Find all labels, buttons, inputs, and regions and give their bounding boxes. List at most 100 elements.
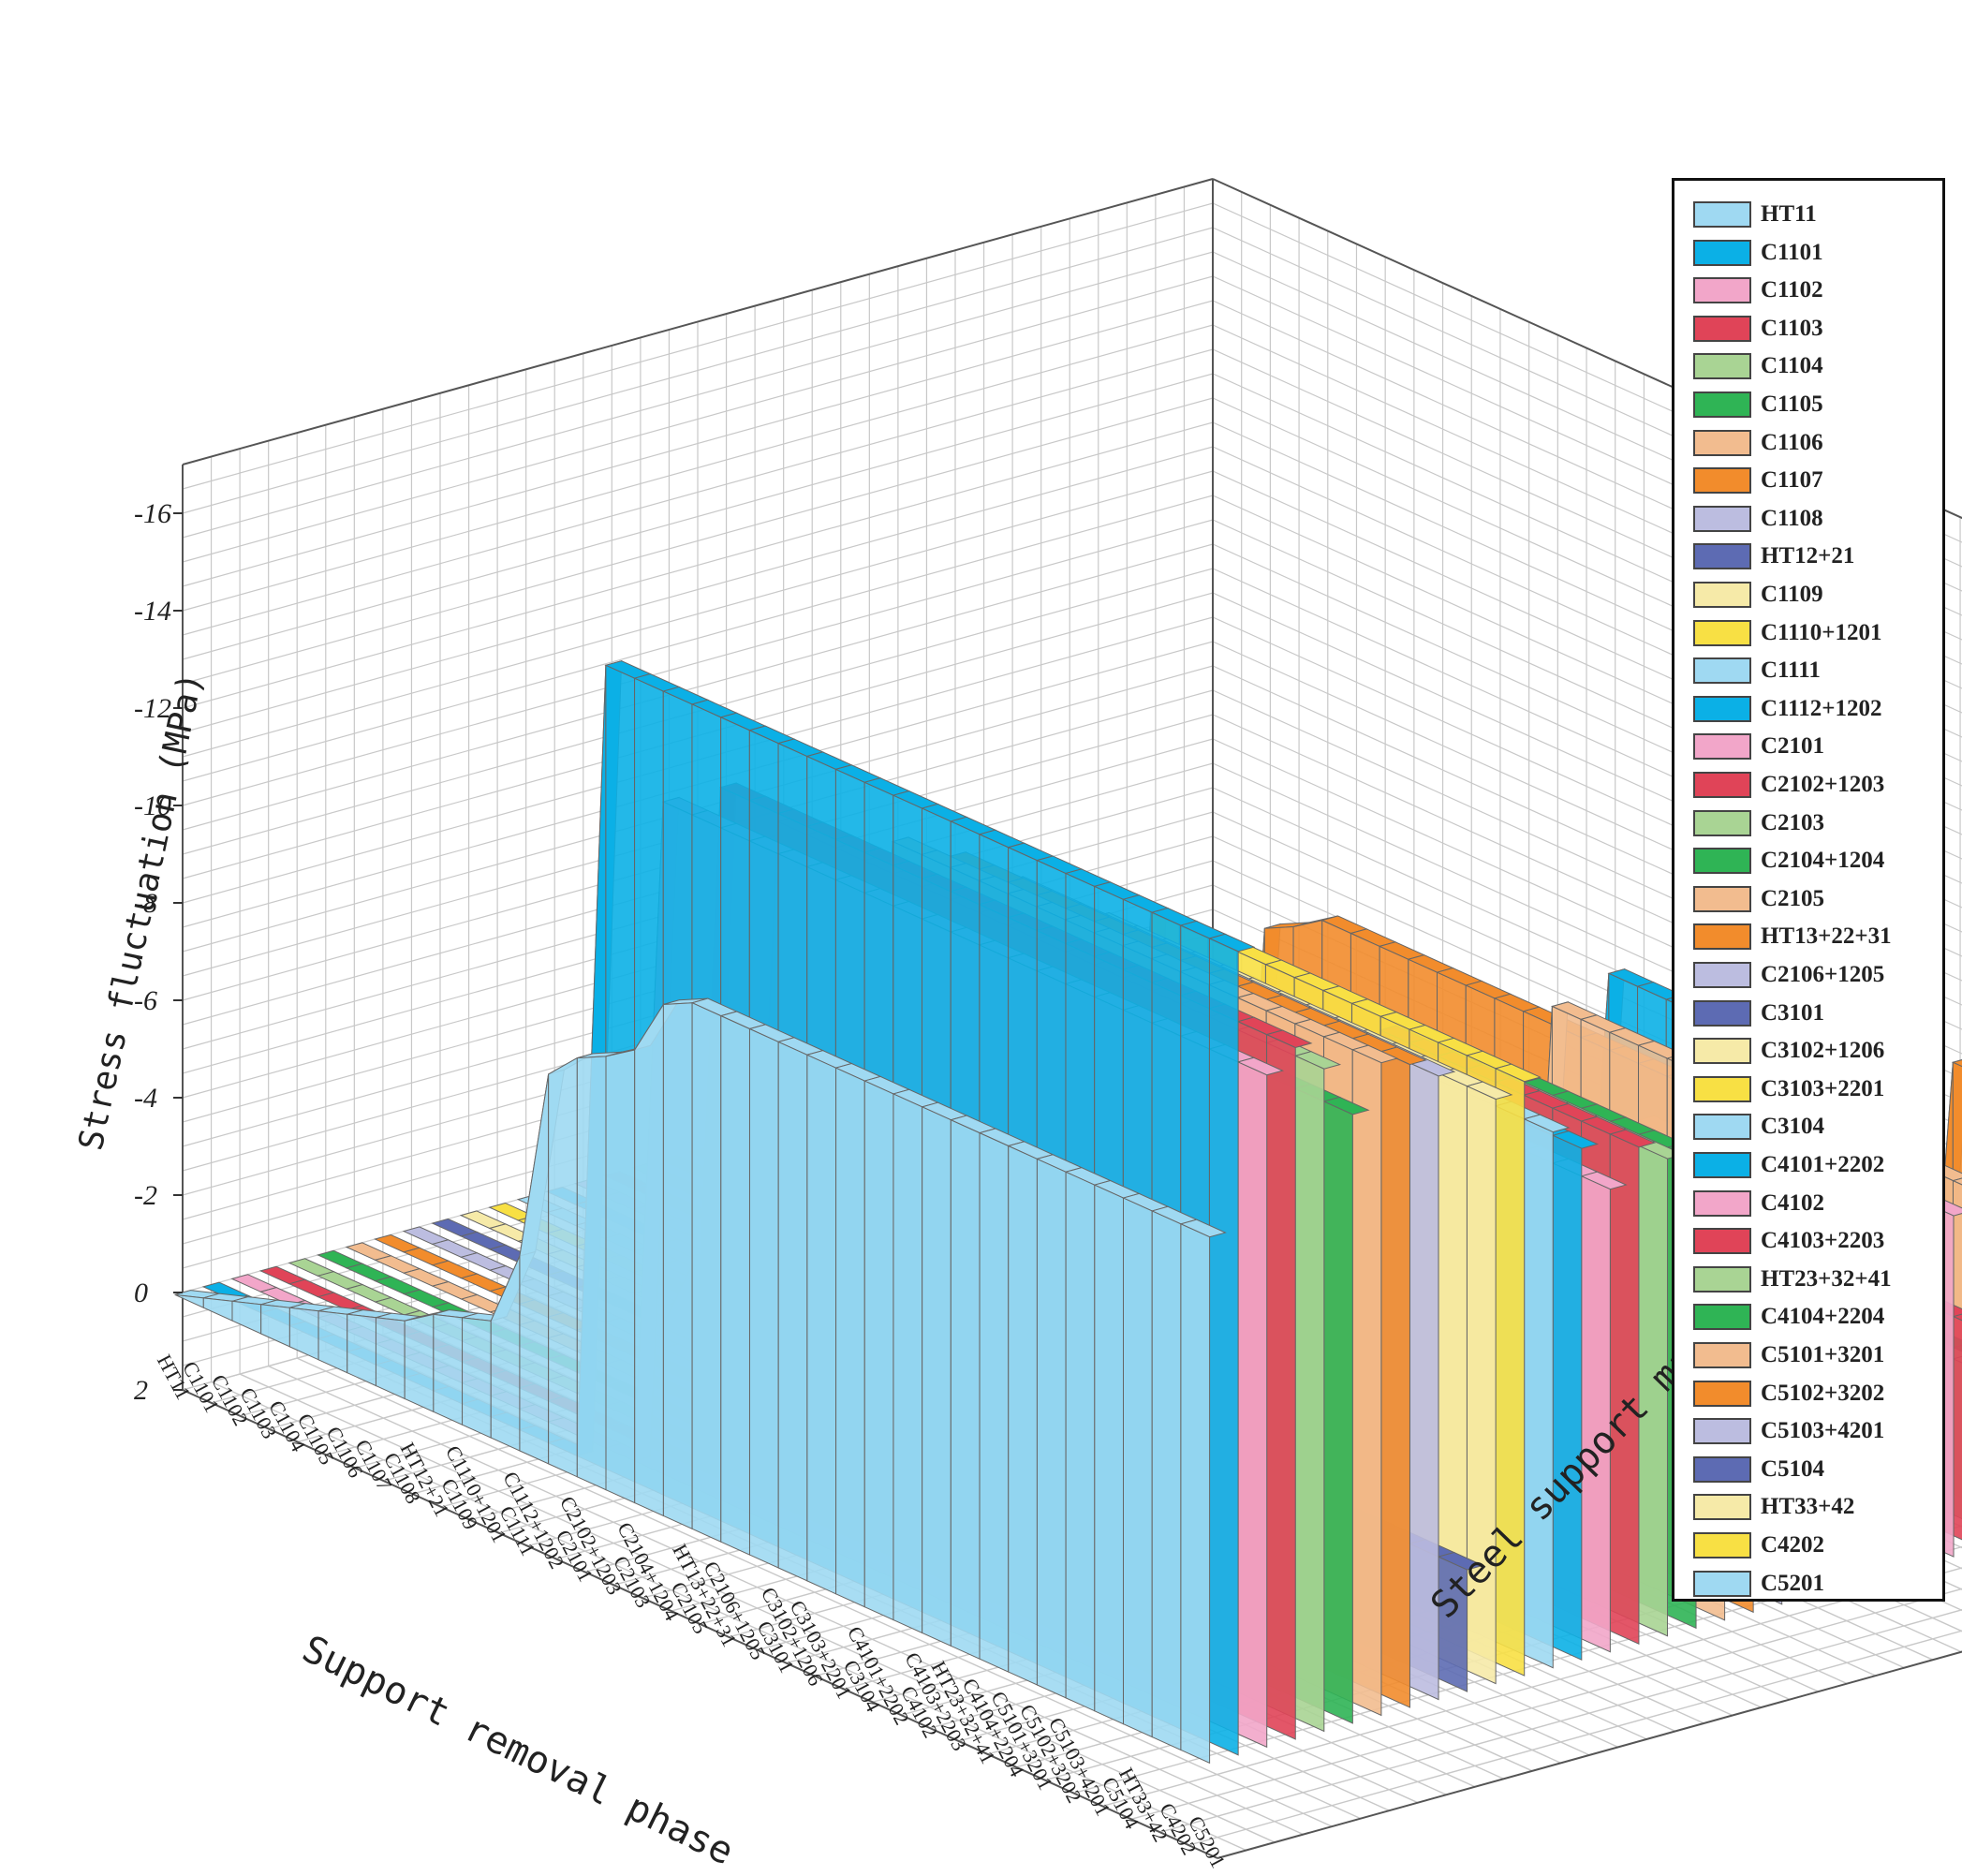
legend-item: C4202 [1693, 1527, 1824, 1564]
legend-label: HT12+21 [1761, 543, 1855, 569]
ribbon-side-segment [1266, 1033, 1296, 1740]
legend-label: HT23+32+41 [1761, 1265, 1892, 1292]
legend-item: C2105 [1693, 880, 1824, 918]
legend-swatch [1693, 1455, 1751, 1483]
ribbon-side-segment [662, 1002, 693, 1530]
ribbon-side-segment [548, 1056, 578, 1478]
ribbon-side-segment [922, 1106, 951, 1647]
legend-swatch [1693, 962, 1751, 988]
ribbon-side-segment [979, 1131, 1010, 1673]
ribbon-side-segment [317, 1310, 348, 1374]
z-tick-label: 2 [134, 1375, 148, 1406]
legend-item: HT11 [1693, 196, 1817, 233]
legend-item: C4102 [1693, 1185, 1824, 1222]
legend-swatch [1693, 239, 1751, 266]
legend-label: C4101+2202 [1761, 1152, 1885, 1177]
legend-item: HT33+42 [1693, 1488, 1854, 1526]
ribbon-side-segment [1237, 1061, 1268, 1749]
legend-item: C2104+1204 [1693, 842, 1884, 879]
ribbon-side-segment [892, 1093, 923, 1634]
legend-swatch [1693, 809, 1751, 836]
legend-item: HT23+32+41 [1693, 1261, 1892, 1298]
z-tick-label: -14 [134, 596, 171, 627]
legend: HT11 C1101 C1102 C1103 C1104 C1105 C1106 C1107 C… [1672, 178, 1945, 1602]
ribbon-side-segment [1380, 1050, 1410, 1708]
ribbon-side-segment [375, 1317, 406, 1400]
legend-item: C1105 [1693, 386, 1823, 423]
legend-swatch [1693, 923, 1751, 951]
legend-swatch [1693, 1189, 1751, 1217]
ribbon-side-segment [576, 1056, 607, 1491]
floor-grid-line [268, 1365, 1304, 1836]
z-axis-title: Stress fluctuation (MPa) [72, 670, 211, 1154]
legend-label: C2105 [1761, 885, 1825, 911]
legend-label: C5104 [1761, 1455, 1825, 1482]
legend-swatch [1693, 1570, 1751, 1597]
legend-swatch [1693, 1114, 1751, 1141]
legend-item: C1112+1202 [1693, 690, 1882, 728]
ribbon-side-segment [605, 1049, 636, 1504]
legend-item: C4104+2204 [1693, 1298, 1884, 1336]
legend-swatch [1693, 1152, 1751, 1178]
legend-swatch [1693, 1265, 1751, 1293]
z-tick-label: 0 [134, 1278, 148, 1308]
legend-item: C1102 [1693, 272, 1823, 309]
legend-label: C1108 [1761, 505, 1823, 531]
legend-label: C4102 [1761, 1189, 1825, 1216]
legend-swatch [1693, 1532, 1751, 1558]
legend-item: C2101 [1693, 728, 1824, 765]
legend-swatch [1693, 885, 1751, 912]
legend-label: C4103+2203 [1761, 1228, 1885, 1254]
ribbon-side-segment [260, 1304, 290, 1348]
ribbon-side-segment [950, 1118, 981, 1660]
legend-item: C1101 [1693, 234, 1823, 272]
legend-label: C4104+2204 [1761, 1304, 1885, 1330]
legend-item: C1106 [1693, 424, 1823, 462]
legend-label: C1104 [1761, 353, 1823, 379]
legend-swatch [1693, 505, 1751, 532]
legend-label: C1111 [1761, 657, 1821, 684]
z-tick-label: -8 [134, 888, 157, 919]
legend-item: C1110+1201 [1693, 614, 1882, 652]
ribbon-side-segment [777, 1041, 808, 1582]
legend-item: HT13+22+31 [1693, 918, 1892, 955]
legend-item: C5101+3201 [1693, 1337, 1884, 1374]
legend-label: C5103+4201 [1761, 1418, 1885, 1444]
ribbon-side-segment [720, 1014, 750, 1556]
ribbon-side-segment [1123, 1197, 1153, 1738]
legend-item: C3103+2201 [1693, 1071, 1884, 1108]
ribbon-side-segment [1953, 1315, 1962, 1541]
legend-item: C1108 [1693, 500, 1823, 538]
legend-swatch [1693, 543, 1751, 570]
ribbon-side-segment [1094, 1184, 1125, 1725]
legend-item: C3101 [1693, 995, 1824, 1032]
legend-item: C5102+3202 [1693, 1375, 1884, 1412]
legend-swatch [1693, 1380, 1751, 1407]
floor-grid-line [211, 1381, 1247, 1852]
z-tick-label: -12 [134, 693, 171, 724]
legend-label: C2103 [1761, 809, 1825, 835]
legend-swatch [1693, 1304, 1751, 1331]
ribbon-side-segment [1008, 1145, 1038, 1686]
ribbon-side-segment [1552, 1134, 1583, 1661]
legend-label: C2101 [1761, 733, 1825, 760]
ribbon-side-segment [404, 1313, 435, 1413]
floor-grid-line [239, 1373, 1276, 1843]
ribbon-side-segment [691, 1001, 722, 1543]
ribbon-side-segment [1323, 1100, 1353, 1724]
ribbon-side-segment [634, 1002, 664, 1517]
legend-label: HT13+22+31 [1761, 923, 1892, 950]
z-tick-label: -16 [134, 498, 171, 529]
ribbon-side-segment [1065, 1171, 1096, 1712]
legend-item: C1111 [1693, 652, 1821, 689]
legend-swatch [1693, 315, 1751, 342]
legend-item: C1104 [1693, 347, 1823, 385]
ribbon-side-segment [1180, 1223, 1211, 1765]
legend-swatch [1693, 429, 1751, 456]
ribbon-side-segment [288, 1307, 319, 1361]
legend-item: C3104 [1693, 1108, 1824, 1145]
legend-swatch [1693, 733, 1751, 761]
legend-label: C1109 [1761, 582, 1823, 607]
legend-label: C3103+2201 [1761, 1075, 1885, 1101]
